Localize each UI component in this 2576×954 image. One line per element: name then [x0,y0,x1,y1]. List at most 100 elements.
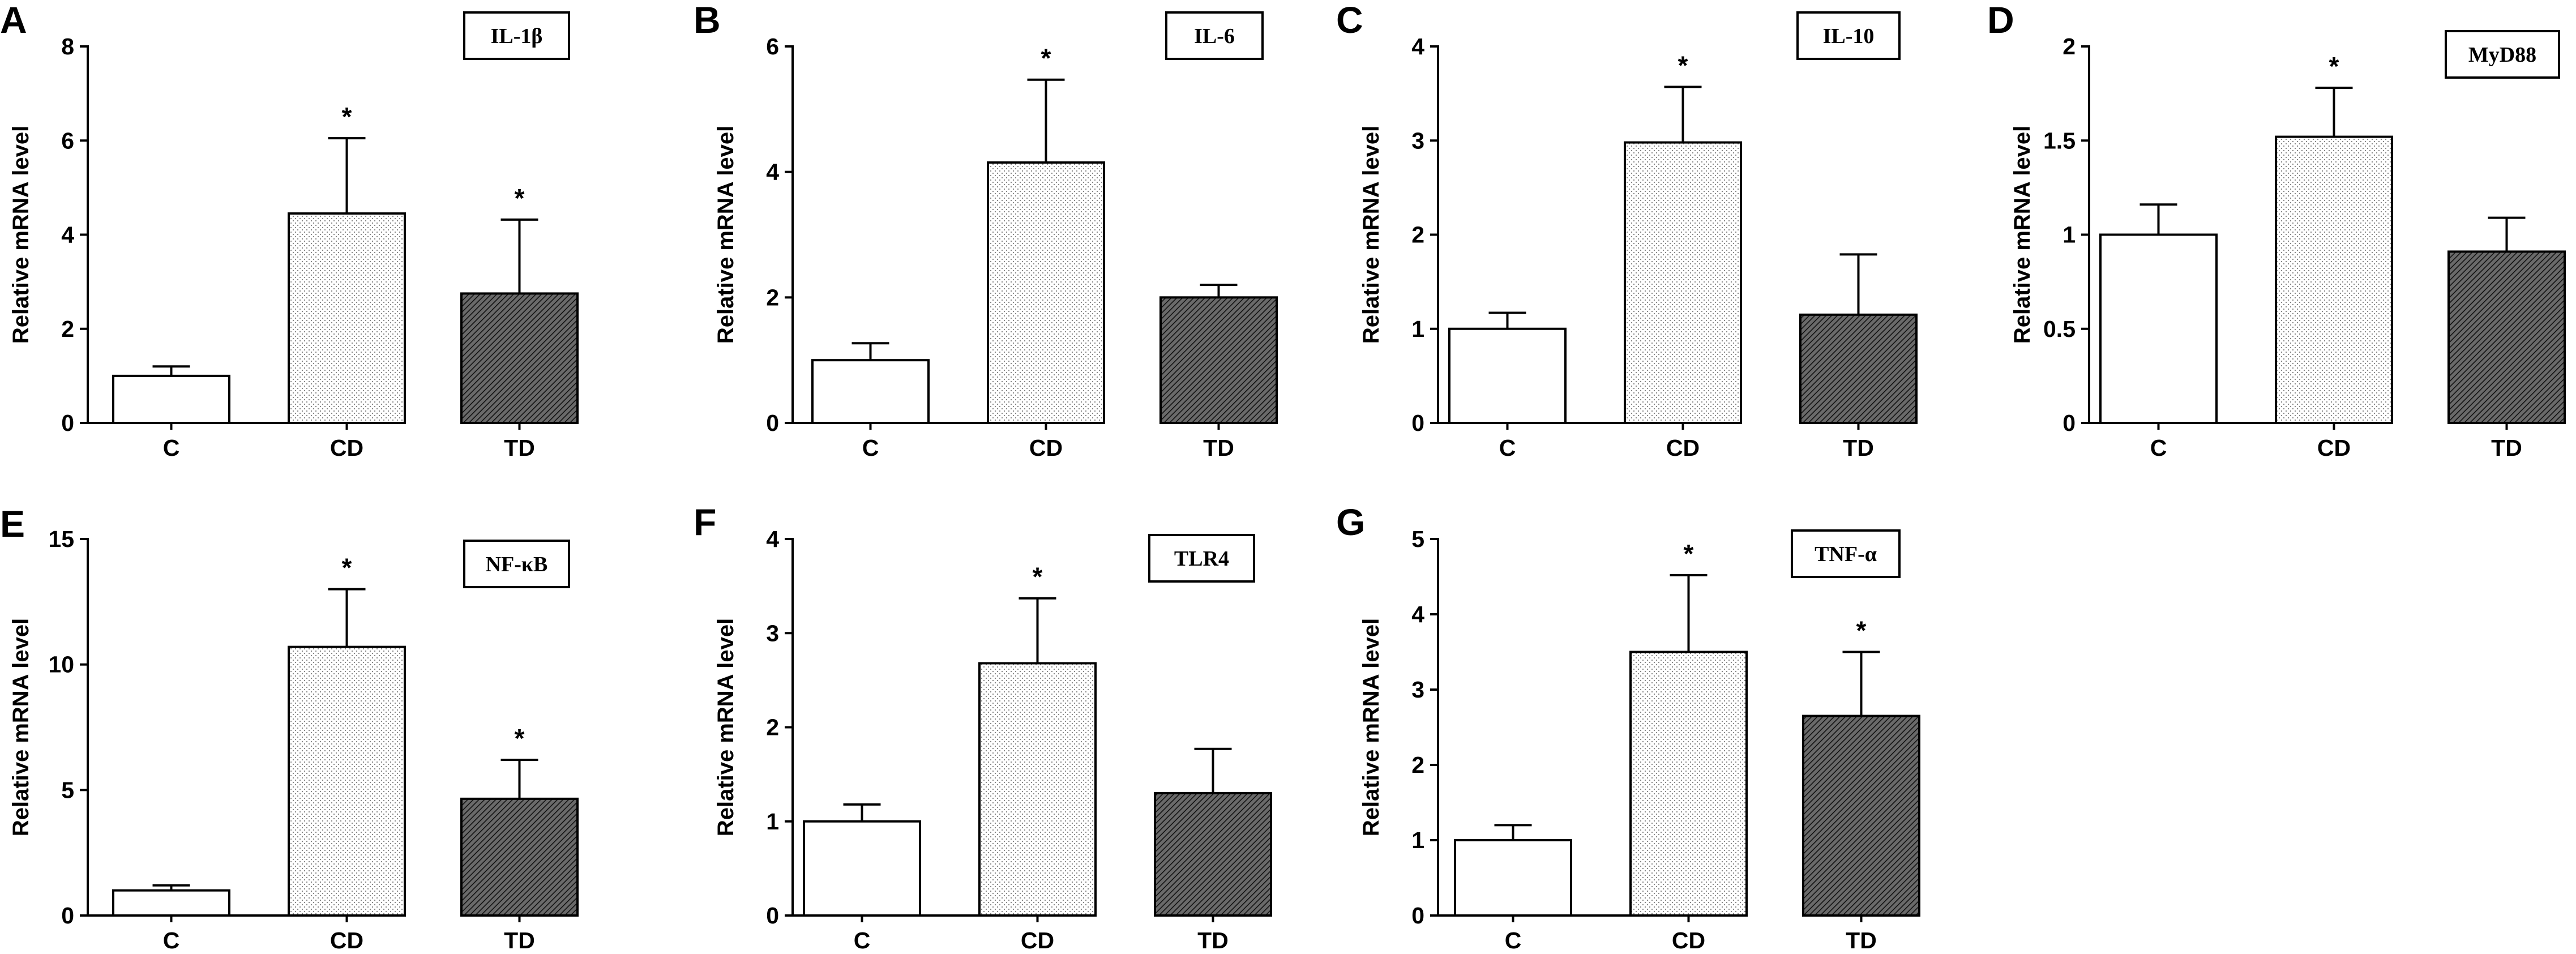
significance-mark-cd: * [342,102,352,131]
category-label-c: C [1505,927,1522,953]
y-tick-label: 0 [61,902,74,929]
title-box [2445,30,2560,79]
y-tick-label: 0 [2062,410,2076,436]
bar-c [1448,327,1567,424]
bar-cd [1629,651,1748,917]
bar-c [112,374,230,424]
category-label-td: TD [1203,435,1234,461]
significance-mark-cd: * [1041,44,1051,73]
y-tick-label: 2 [1411,752,1424,778]
y-tick-label: 2 [61,316,74,342]
y-axis-label: Relative mRNA level [1359,126,1384,344]
bar-td [1154,792,1272,917]
y-tick-label: 15 [48,526,74,552]
panel-letter: G [1336,501,1365,543]
bar-cd [978,662,1097,917]
category-label-cd: CD [1666,435,1700,461]
chart-title: MyD88 [2468,43,2536,67]
bar-td [1802,715,1920,917]
category-label-td: TD [504,927,535,953]
bar-cd [1624,141,1742,424]
chart-title: IL-6 [1194,24,1235,48]
bar-c [803,820,921,917]
y-tick-label: 4 [766,159,779,185]
y-axis-label: Relative mRNA level [8,618,33,836]
y-tick-label: 6 [766,33,779,59]
y-tick-label: 1 [1411,316,1424,342]
y-tick-label: 4 [61,222,74,248]
y-tick-label: 5 [1411,526,1424,552]
title-box [1791,529,1901,578]
y-tick-label: 3 [766,620,779,646]
bar-cd [2275,135,2393,424]
chart-panel-a: A 0 2 4 6 8 Relative mRNA level C CD * TD * IL-1β [0,0,579,461]
panel-letter: E [0,503,25,545]
bar-td [1159,296,1278,424]
bar-td [1799,313,1918,424]
chart-panel-d: D 0 0.5 1 1.5 2 Relative mRNA level C CD * TD MyD88 [1987,0,2566,461]
y-tick-label: 0 [1411,902,1424,929]
panel-letter: C [1336,0,1363,41]
category-label-c: C [862,435,879,461]
y-tick-label: 3 [1411,127,1424,153]
bar-c [1454,839,1572,917]
category-label-td: TD [1846,927,1877,953]
category-label-c: C [163,927,180,953]
y-axis-label: Relative mRNA level [1359,618,1384,836]
y-tick-label: 1 [2062,222,2076,248]
panel-letter: A [0,0,27,41]
chart-title: IL-10 [1823,24,1875,48]
y-tick-label: 5 [61,777,74,803]
category-label-c: C [2150,435,2167,461]
y-tick-label: 1 [1411,827,1424,853]
y-tick-label: 0 [61,410,74,436]
y-axis-label: Relative mRNA level [2010,126,2035,344]
category-label-cd: CD [1672,927,1705,953]
title-box [1148,534,1255,583]
category-label-td: TD [1843,435,1874,461]
bar-cd [288,212,406,424]
significance-mark-cd: * [342,553,352,583]
y-axis-label: Relative mRNA level [713,126,738,344]
y-tick-label: 8 [61,33,74,59]
bar-c [112,889,230,917]
significance-mark-cd: * [2329,52,2339,81]
significance-mark-td: * [515,183,525,213]
bar-td [460,797,579,917]
y-tick-label: 2 [766,284,779,310]
title-box [463,11,570,60]
y-axis-label: Relative mRNA level [8,126,33,344]
y-axis-label: Relative mRNA level [713,618,738,836]
significance-mark-td: * [515,724,525,753]
bar-cd [288,645,406,917]
title-box [463,540,570,588]
bar-cd [987,161,1105,424]
category-label-td: TD [2491,435,2522,461]
category-label-td: TD [1197,927,1229,953]
y-tick-label: 4 [1411,601,1424,627]
chart-title: TNF-α [1815,542,1877,566]
y-tick-label: 1 [766,808,779,835]
chart-panel-b: B 0 2 4 6 Relative mRNA level C CD * TD IL-6 [694,0,1278,461]
category-label-cd: CD [1029,435,1063,461]
bar-td [460,292,579,424]
category-label-cd: CD [330,435,363,461]
bar-td [2447,250,2566,424]
y-tick-label: 6 [61,127,74,153]
category-label-cd: CD [330,927,363,953]
significance-mark-cd: * [1684,539,1694,568]
y-tick-label: 0 [1411,410,1424,436]
y-tick-label: 2 [2062,33,2076,59]
chart-panel-c: C 0 1 2 3 4 Relative mRNA level C CD * TD IL-10 [1336,0,1918,461]
chart-title: IL-1β [491,24,543,48]
category-label-cd: CD [1021,927,1054,953]
significance-mark-cd: * [1678,50,1688,80]
chart-title: NF-κB [486,553,548,576]
panel-letter: B [694,0,721,41]
bar-c [811,359,930,425]
y-tick-label: 2 [1411,222,1424,248]
y-tick-label: 3 [1411,677,1424,703]
y-tick-label: 2 [766,715,779,741]
y-tick-label: 1.5 [2043,127,2076,153]
